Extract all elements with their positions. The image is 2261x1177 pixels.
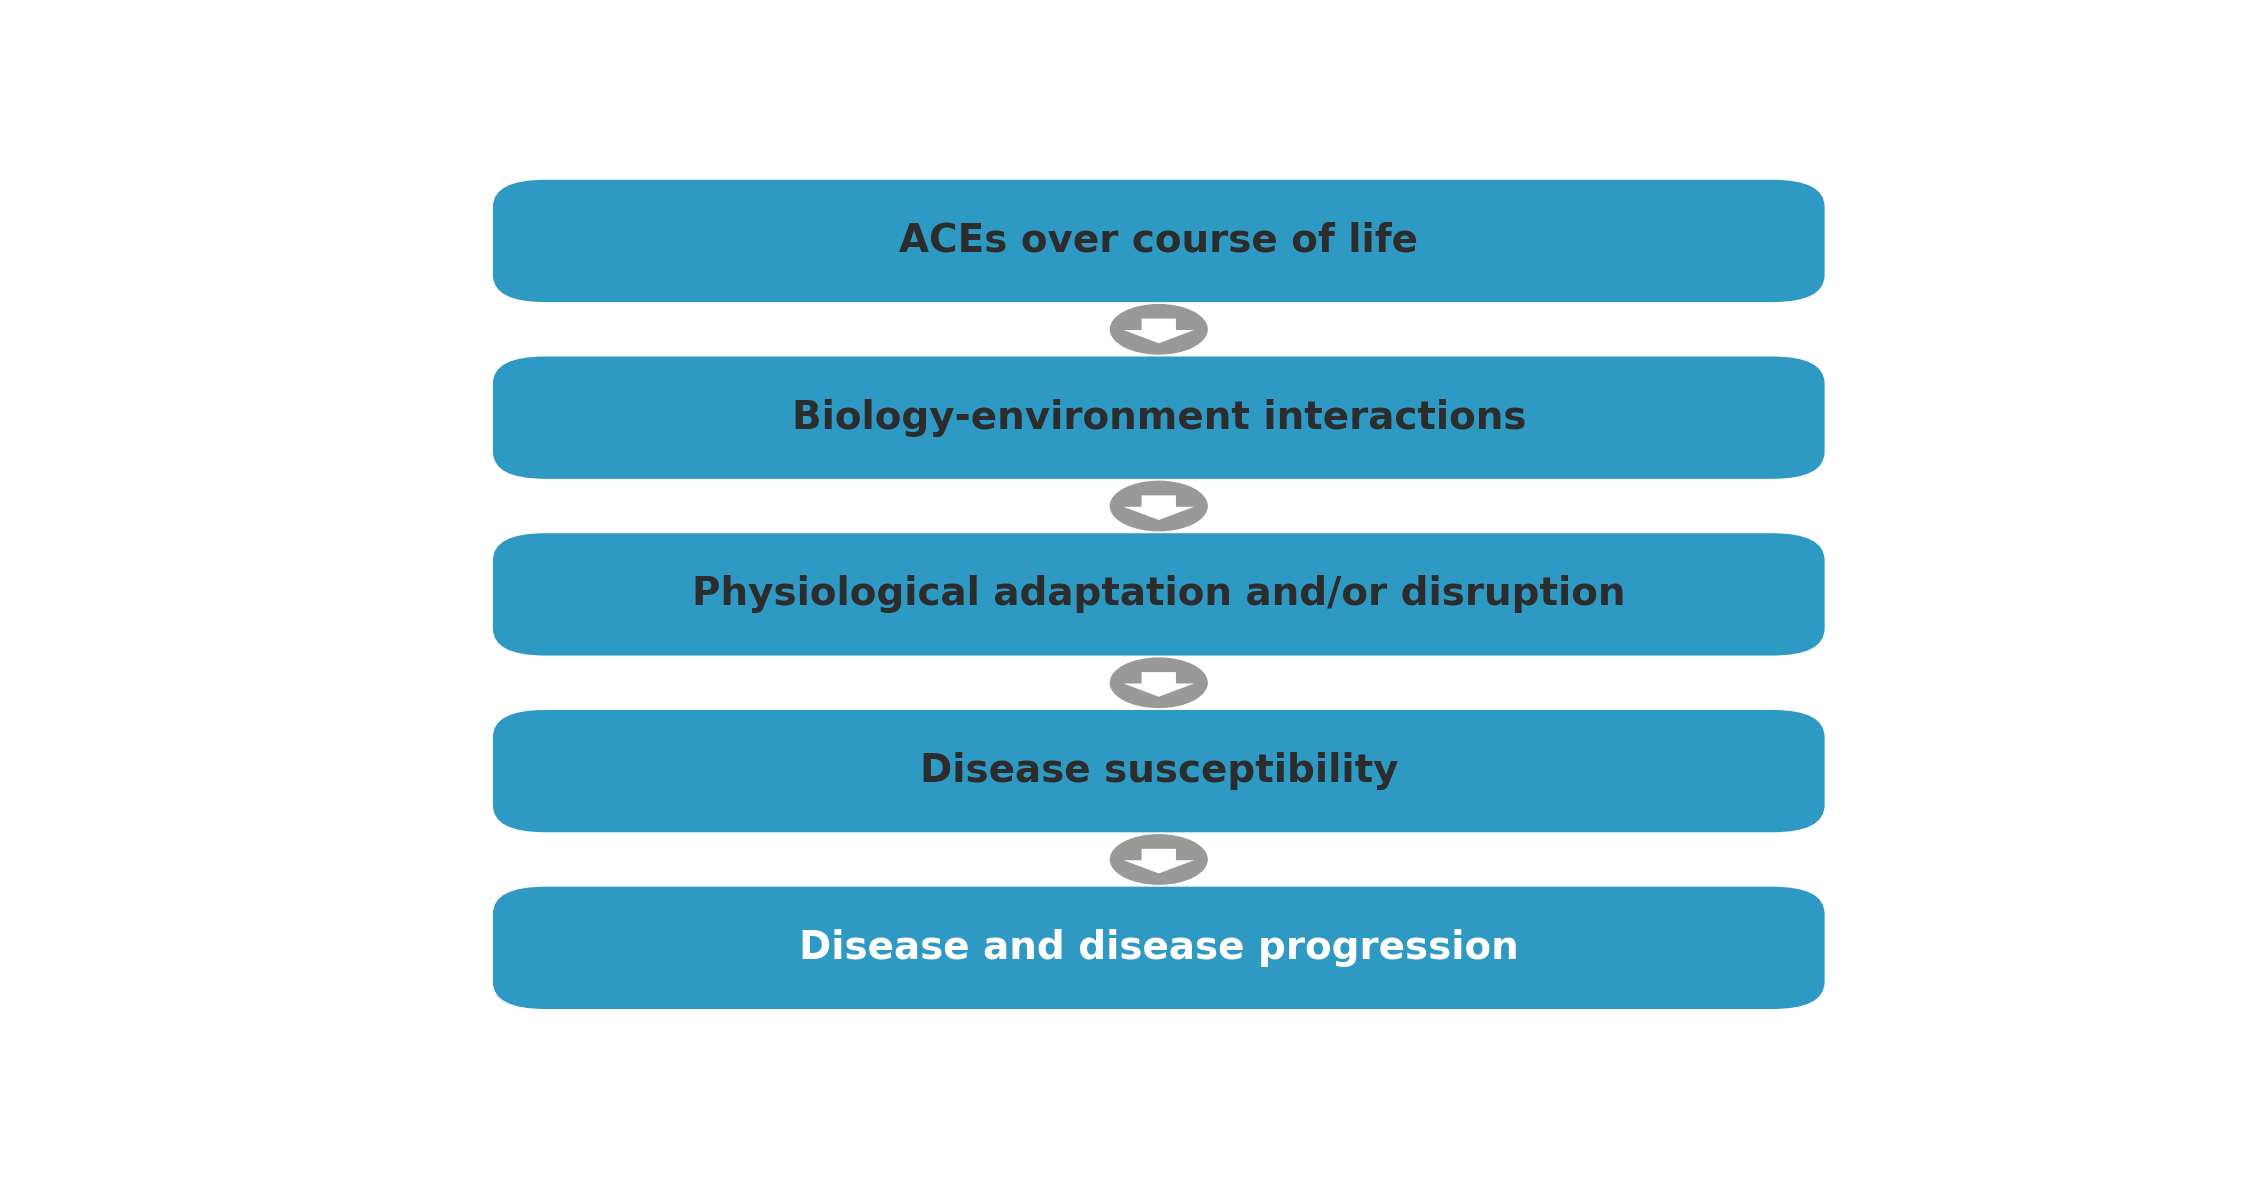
- Circle shape: [1110, 658, 1207, 709]
- FancyBboxPatch shape: [493, 357, 1825, 479]
- FancyBboxPatch shape: [493, 886, 1825, 1009]
- Circle shape: [1110, 480, 1207, 531]
- Circle shape: [1110, 304, 1207, 354]
- Polygon shape: [1124, 319, 1194, 344]
- Polygon shape: [1124, 672, 1194, 697]
- Text: Disease susceptibility: Disease susceptibility: [920, 752, 1397, 790]
- Circle shape: [1110, 834, 1207, 885]
- FancyBboxPatch shape: [493, 533, 1825, 656]
- Text: ACEs over course of life: ACEs over course of life: [900, 222, 1418, 260]
- Text: Disease and disease progression: Disease and disease progression: [798, 929, 1519, 966]
- Polygon shape: [1124, 496, 1194, 520]
- Polygon shape: [1124, 849, 1194, 873]
- Text: Biology-environment interactions: Biology-environment interactions: [791, 399, 1526, 437]
- FancyBboxPatch shape: [493, 710, 1825, 832]
- FancyBboxPatch shape: [493, 180, 1825, 302]
- Text: Physiological adaptation and/or disruption: Physiological adaptation and/or disrupti…: [692, 576, 1626, 613]
